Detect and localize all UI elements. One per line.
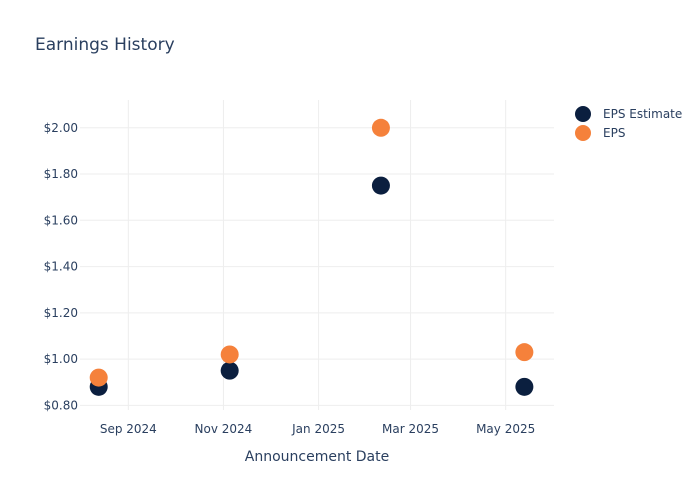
legend: EPS Estimate EPS [575,106,682,141]
y-tick-label: $2.00 [44,121,78,135]
legend-marker-eps[interactable] [575,125,591,141]
x-tick-label: Sep 2024 [100,422,157,436]
legend-marker-eps-estimate[interactable] [575,106,591,122]
eps-point[interactable] [220,345,239,364]
x-tick-label: Mar 2025 [382,422,439,436]
eps-estimate-point[interactable] [371,176,390,195]
y-tick-label: $1.40 [44,260,78,274]
y-tick-label: $0.80 [44,398,78,412]
eps-estimate-point[interactable] [220,361,239,380]
data-points [89,118,534,396]
eps-point[interactable] [89,368,108,387]
y-tick-label: $1.00 [44,352,78,366]
x-tick-label: Nov 2024 [195,422,253,436]
grid-layer [80,100,554,410]
eps-point[interactable] [515,343,534,362]
eps-point[interactable] [371,118,390,137]
x-tick-label: Jan 2025 [291,422,345,436]
eps-estimate-point[interactable] [515,377,534,396]
y-tick-label: $1.20 [44,306,78,320]
axis-labels: $0.80 $1.00 $1.20 $1.40 $1.60 $1.80 $2.00 Sep 2… [44,121,536,436]
y-tick-label: $1.80 [44,167,78,181]
chart-title: Earnings History [35,35,175,55]
y-tick-label: $1.60 [44,213,78,227]
legend-label-eps-estimate: EPS Estimate [603,107,682,121]
x-axis-title: Announcement Date [245,449,389,465]
x-tick-label: May 2025 [476,422,535,436]
legend-label-eps: EPS [603,126,625,140]
